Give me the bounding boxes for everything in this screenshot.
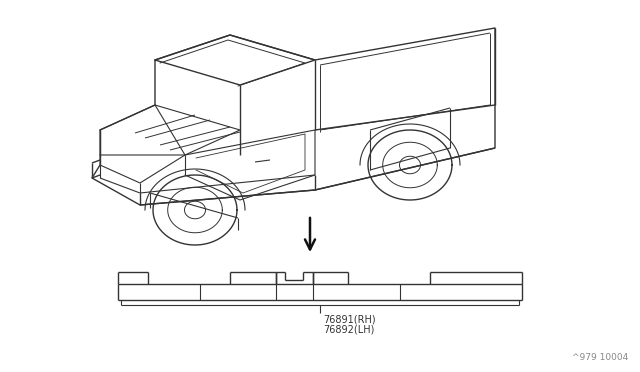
Text: 76891(RH): 76891(RH): [323, 315, 376, 325]
Text: ^979 10004: ^979 10004: [572, 353, 628, 362]
Text: 76892(LH): 76892(LH): [323, 325, 374, 335]
